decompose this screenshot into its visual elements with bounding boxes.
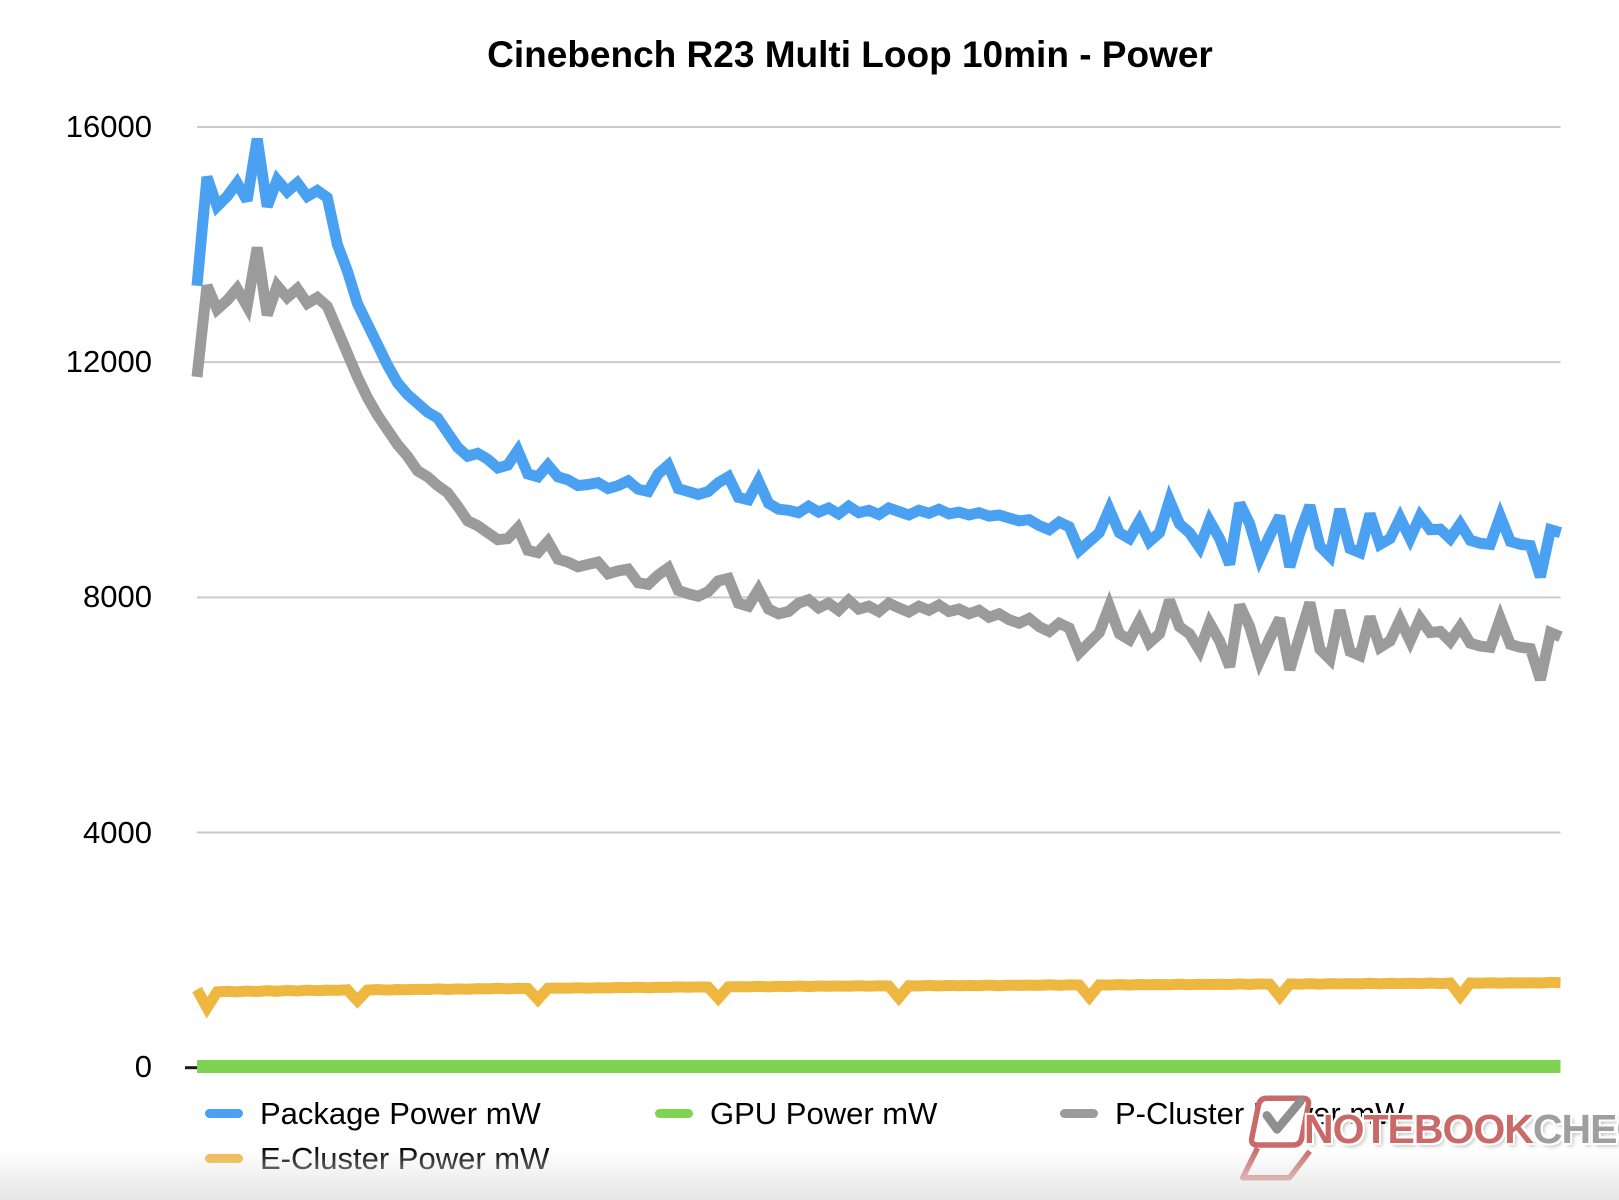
legend-swatch-p-cluster: [1060, 1108, 1098, 1118]
legend-item-package-power: Package Power mW: [205, 1095, 541, 1133]
legend-label-gpu: GPU Power mW: [710, 1096, 938, 1131]
notebookcheck-watermark: NOTEBOOKCHECK: [1238, 1086, 1619, 1194]
y-axis-tick-label-4000: 4000: [83, 815, 152, 850]
legend-item-gpu-power: GPU Power mW: [655, 1095, 937, 1133]
watermark-brand-secondary: CHECK: [1532, 1106, 1619, 1152]
watermark-text: NOTEBOOKCHECK: [1304, 1106, 1619, 1153]
chart-title: Cinebench R23 Multi Loop 10min - Power: [487, 34, 1213, 75]
bottom-gradient-band: [0, 1148, 1619, 1200]
series-line-p-cluster-power-mw: [191, 246, 1563, 682]
y-axis-tick-label-8000: 8000: [83, 579, 152, 614]
legend-swatch-package: [205, 1108, 243, 1118]
legend-swatch-gpu: [655, 1108, 693, 1118]
legend-label-package: Package Power mW: [260, 1096, 541, 1131]
series-line-package-power-mw: [191, 137, 1563, 579]
y-axis-tick-label-16000: 16000: [65, 109, 152, 144]
watermark-brand-primary: NOTEBOOK: [1304, 1106, 1534, 1152]
y-axis-tick-label-12000: 12000: [65, 344, 152, 379]
y-axis-tick-label-0: 0: [134, 1049, 152, 1084]
series-line-e-cluster-power-mw: [192, 976, 1561, 1019]
